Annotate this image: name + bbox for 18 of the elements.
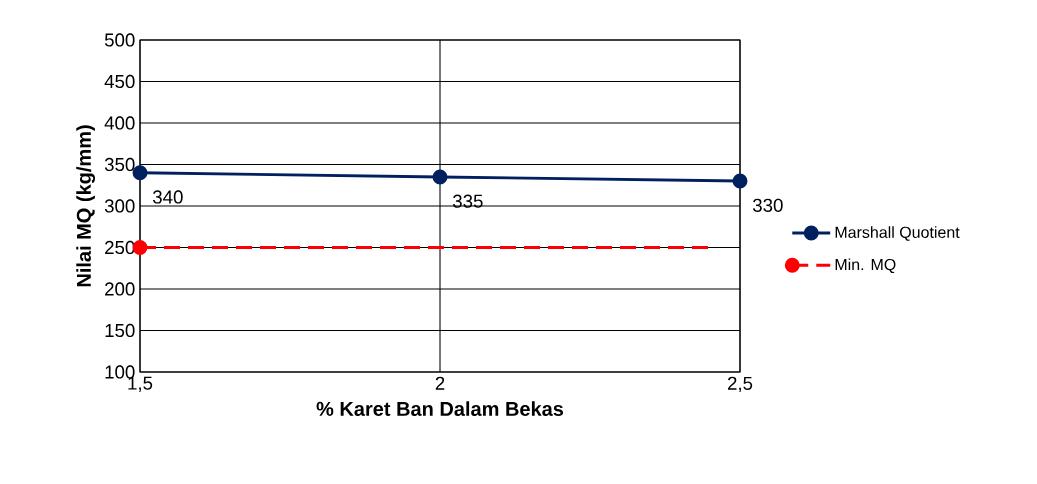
legend-label: Min. MQ [835, 258, 896, 274]
point [732, 173, 748, 189]
y-tick-label: 350 [104, 157, 135, 172]
y-tick-label: 500 [104, 33, 135, 47]
x-axis-title: % Karet Ban Dalam Bekas [316, 401, 564, 416]
legend-label: Marshall Quotient [835, 226, 960, 241]
data-label: 340 [152, 190, 183, 204]
y-tick-label: 200 [105, 282, 135, 296]
y-tick-label: 300 [104, 199, 135, 213]
data-label: 330 [752, 198, 783, 212]
point [432, 169, 448, 185]
y-tick-label: 150 [105, 323, 135, 338]
data-label: 335 [452, 194, 483, 208]
x-tick-label: 2,5 [727, 376, 753, 393]
y-tick-label: 450 [104, 74, 135, 89]
x-tick-label: 2 [435, 376, 445, 390]
y-tick-label: 400 [104, 116, 135, 130]
y-axis-title: Nilai MQ (kg/mm) [76, 125, 96, 287]
